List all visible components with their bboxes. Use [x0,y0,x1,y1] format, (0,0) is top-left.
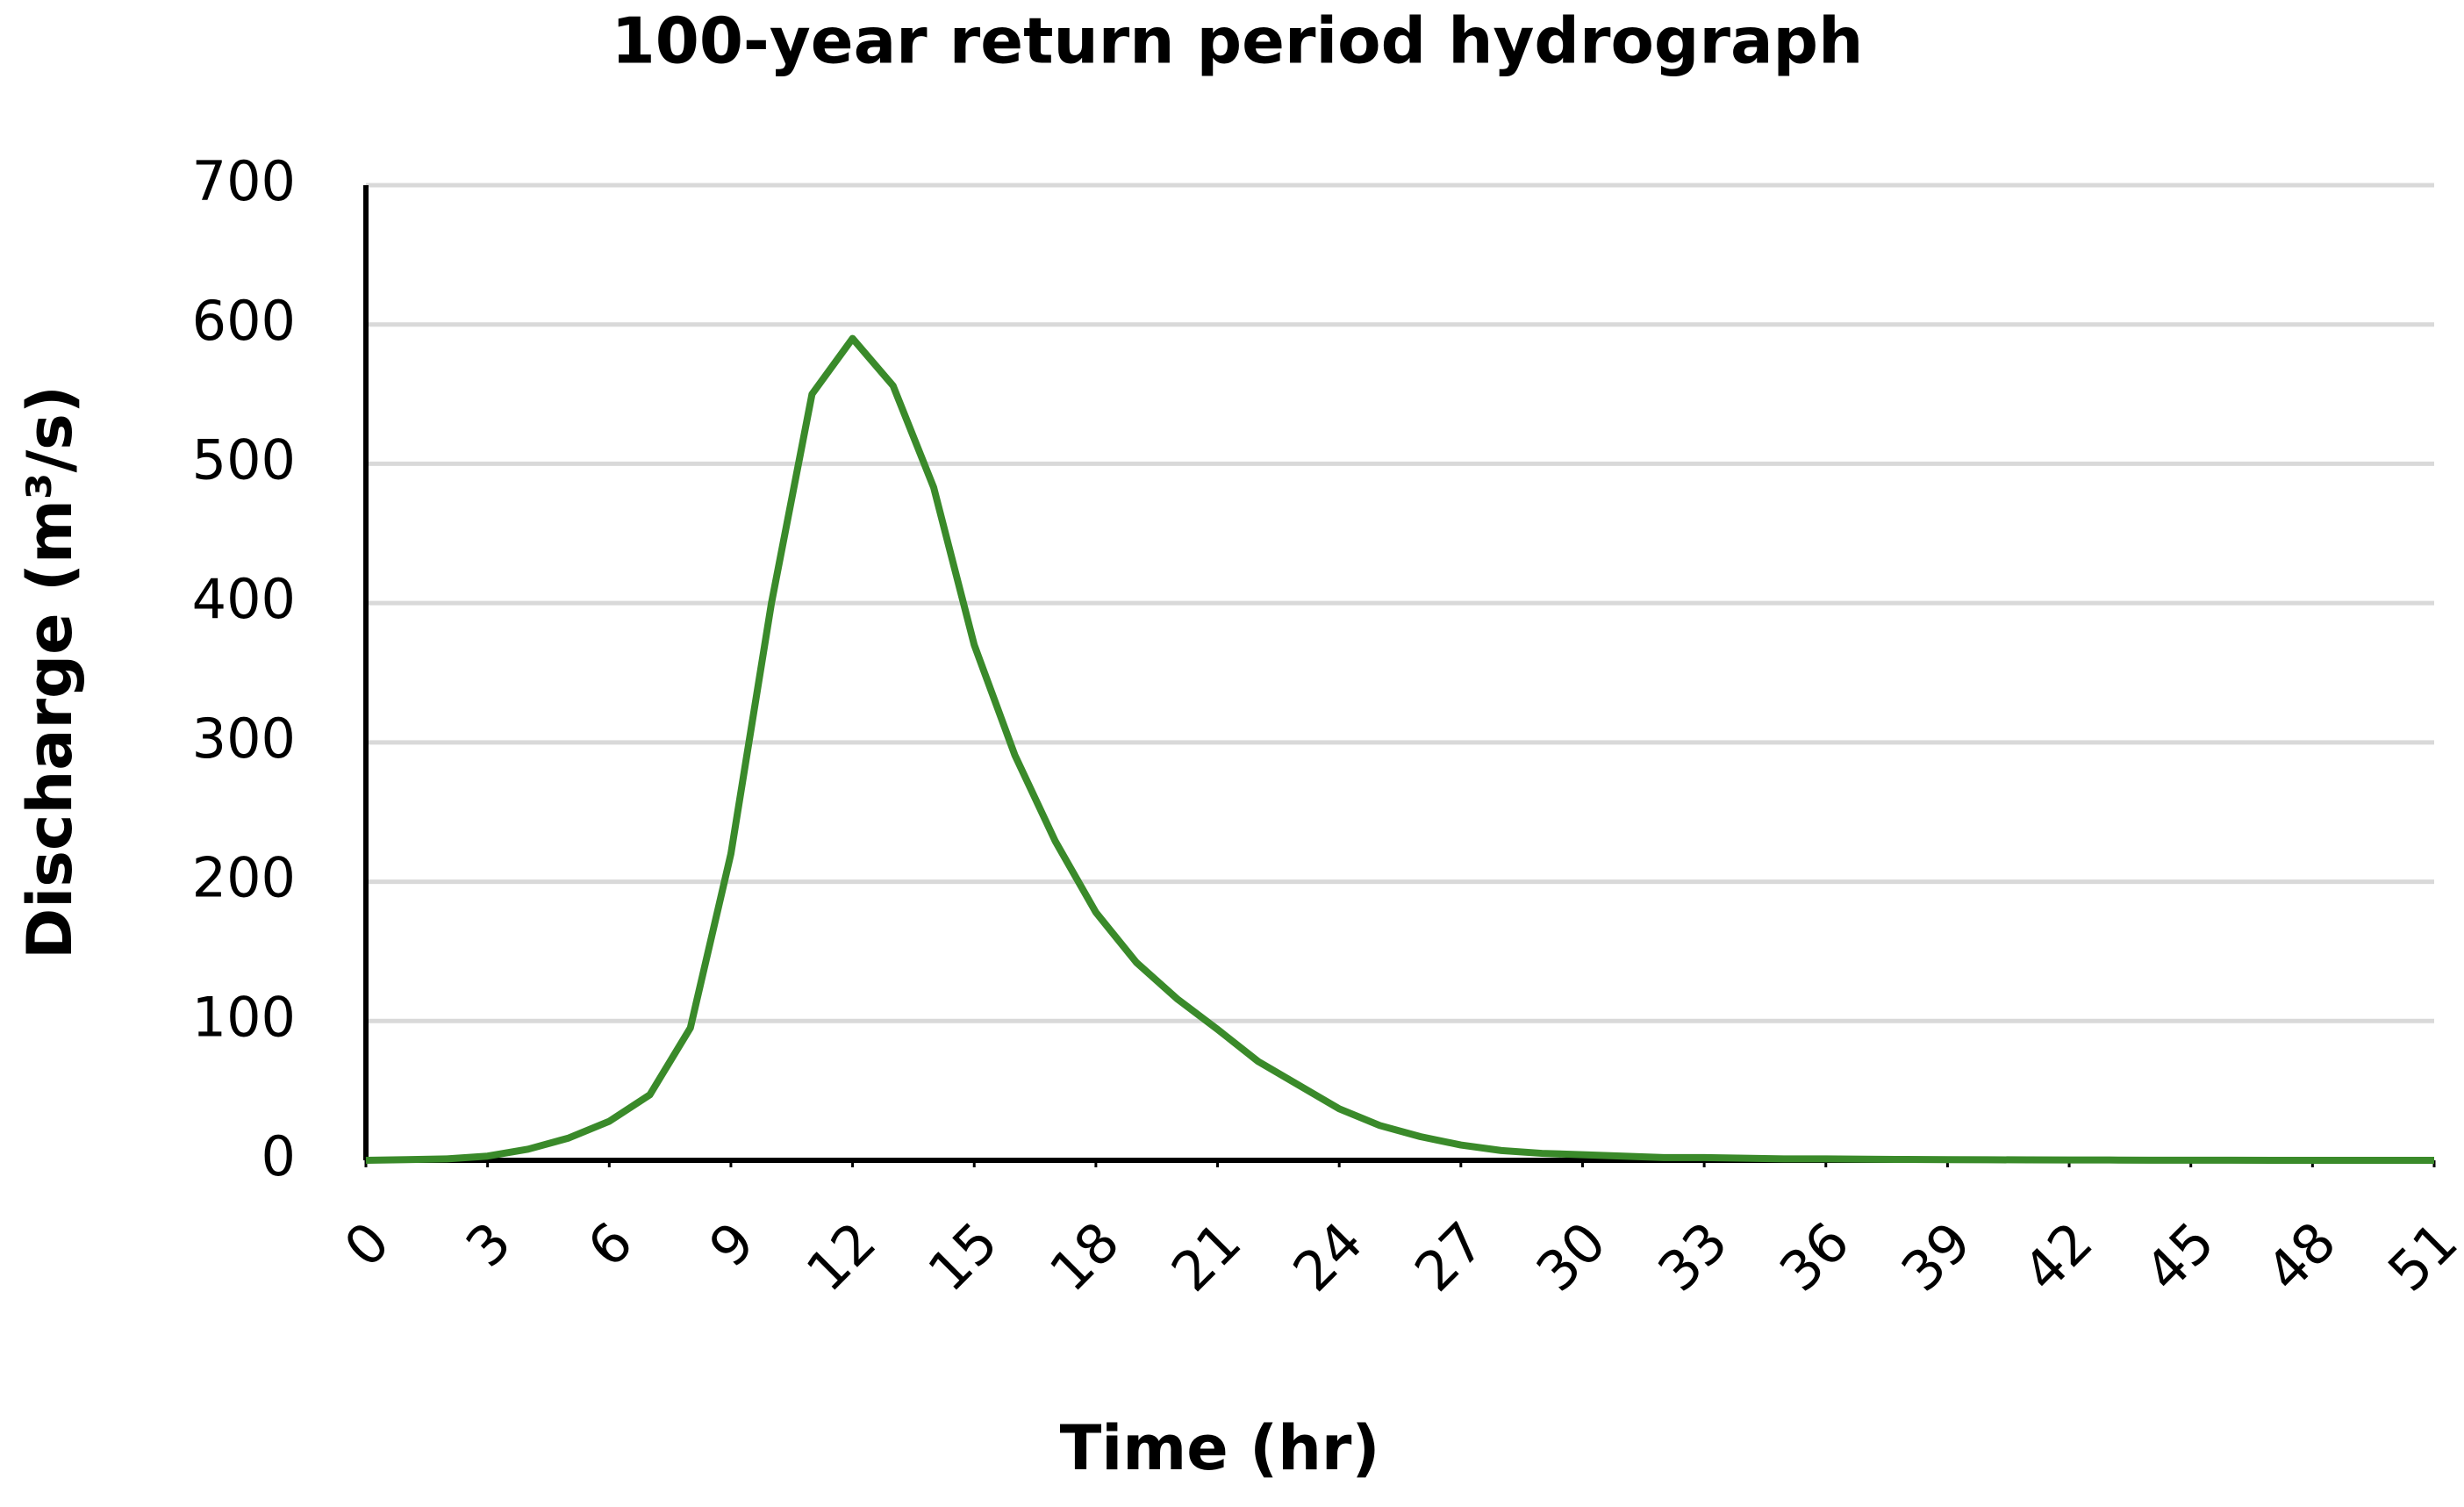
y-axis-title: Discharge (m³/s) [14,385,86,959]
x-tick-label: 27 [1402,1209,1496,1303]
y-tick-label: 200 [192,846,296,910]
x-tick-label: 18 [1037,1209,1131,1303]
data-line [365,334,2434,1164]
y-tick-label: 500 [192,428,296,492]
y-tick-label: 0 [261,1124,296,1188]
x-tick-label: 6 [575,1209,645,1280]
chart-title: 100-year return period hydrograph [612,4,1864,78]
x-tick-label: 21 [1159,1209,1253,1303]
y-tick-label: 100 [192,985,296,1049]
x-tick-label: 42 [2010,1209,2104,1303]
x-tick-label: 12 [794,1209,888,1303]
y-tick-label: 700 [192,149,296,213]
x-tick-label: 39 [1889,1209,1983,1303]
x-tick-label: 0 [332,1209,402,1280]
x-axis-title: Time (hr) [1060,1412,1380,1484]
x-tick-label: 33 [1645,1209,1739,1303]
y-tick-label: 300 [192,707,296,771]
x-tick-label: 30 [1524,1209,1618,1303]
y-tick-label: 600 [192,289,296,353]
x-tick-label: 9 [697,1209,767,1280]
x-tick-label: 45 [2132,1209,2226,1303]
x-tick-label: 51 [2375,1209,2464,1303]
x-tick-label: 3 [454,1209,524,1280]
y-tick-label: 400 [192,567,296,631]
x-tick-label: 24 [1280,1209,1374,1303]
x-tick-label: 48 [2254,1209,2348,1303]
x-tick-label: 36 [1767,1209,1861,1303]
x-tick-label: 15 [916,1209,1010,1303]
